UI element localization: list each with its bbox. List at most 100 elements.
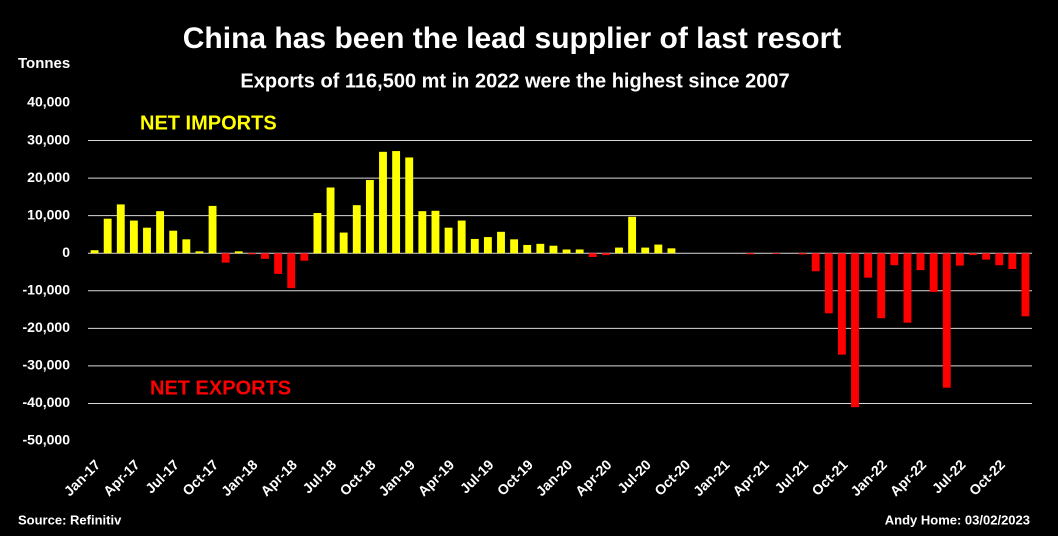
bar xyxy=(156,211,165,254)
bar xyxy=(510,239,519,254)
bar xyxy=(379,151,387,254)
x-tick-label: Oct-22 xyxy=(966,456,1008,498)
y-tick-label: -10,000 xyxy=(23,281,71,297)
bar xyxy=(890,253,899,266)
bar xyxy=(824,253,833,314)
bar xyxy=(916,253,925,271)
x-tick-label: Jul-18 xyxy=(299,456,339,496)
y-tick-label: 0 xyxy=(62,244,70,260)
bar xyxy=(575,249,584,254)
bar xyxy=(536,243,545,254)
y-axis-label: Tonnes xyxy=(18,55,70,72)
x-tick-label: Jan-18 xyxy=(218,456,261,499)
bar xyxy=(942,253,951,388)
bar xyxy=(955,253,964,266)
bar xyxy=(365,179,374,254)
bar xyxy=(418,211,427,254)
bar xyxy=(811,253,820,272)
bar xyxy=(182,239,191,254)
bar xyxy=(169,230,178,254)
bar xyxy=(667,248,676,254)
bar xyxy=(103,218,112,254)
bar xyxy=(195,251,204,254)
x-tick-label: Apr-22 xyxy=(887,456,930,499)
bar xyxy=(969,253,977,256)
bar xyxy=(90,250,99,254)
bar xyxy=(313,213,322,254)
bar xyxy=(1008,253,1017,269)
bar xyxy=(352,205,361,254)
bar xyxy=(247,253,256,255)
bar xyxy=(483,237,492,254)
bar xyxy=(497,231,505,254)
bar xyxy=(601,253,610,256)
chart-subtitle: Exports of 116,500 mt in 2022 were the h… xyxy=(240,70,789,92)
bar xyxy=(523,244,532,254)
bar xyxy=(772,253,781,254)
y-tick-label: -40,000 xyxy=(23,394,71,410)
bar xyxy=(234,251,243,254)
y-tick-label: 40,000 xyxy=(27,94,70,110)
bar xyxy=(431,210,440,254)
x-tick-label: Jul-20 xyxy=(614,456,654,496)
bar xyxy=(129,220,138,254)
y-tick-label: -50,000 xyxy=(23,432,71,448)
annotation: NET EXPORTS xyxy=(150,377,291,399)
y-tick-label: -20,000 xyxy=(23,319,71,335)
annotation: NET IMPORTS xyxy=(140,112,277,134)
bar xyxy=(300,253,309,261)
source: Source: Refinitiv xyxy=(18,512,122,527)
bar xyxy=(470,238,479,254)
bar xyxy=(339,232,348,254)
x-tick-label: Apr-17 xyxy=(100,456,143,499)
x-tick-label: Jul-22 xyxy=(929,456,969,496)
y-tick-label: -30,000 xyxy=(23,357,71,373)
bar xyxy=(549,245,558,254)
y-tick-label: 20,000 xyxy=(27,169,70,185)
bar xyxy=(628,216,637,254)
x-tick-label: Apr-20 xyxy=(572,456,615,499)
bar xyxy=(457,220,466,254)
x-tick-label: Apr-19 xyxy=(415,456,458,499)
x-tick-label: Oct-17 xyxy=(179,456,221,498)
x-tick-label: Jan-20 xyxy=(533,456,576,499)
bar xyxy=(982,253,991,260)
bar xyxy=(1021,253,1030,317)
bar xyxy=(837,253,846,355)
y-tick-label: 30,000 xyxy=(27,131,70,147)
bar xyxy=(654,244,663,254)
x-tick-label: Apr-18 xyxy=(257,456,300,499)
credit: Andy Home: 03/02/2023 xyxy=(885,512,1030,527)
x-tick-label: Jul-17 xyxy=(142,456,182,496)
x-tick-label: Oct-18 xyxy=(337,456,379,498)
x-tick-label: Jan-22 xyxy=(847,456,890,499)
x-tick-label: Jan-21 xyxy=(690,456,733,499)
bar xyxy=(274,253,283,274)
x-tick-label: Jul-21 xyxy=(771,456,811,496)
bar xyxy=(208,205,217,254)
bar xyxy=(143,227,151,254)
bar xyxy=(746,253,755,255)
bar xyxy=(261,253,269,259)
x-tick-label: Apr-21 xyxy=(729,456,772,499)
bar xyxy=(995,253,1004,266)
bar xyxy=(588,253,597,257)
bar xyxy=(903,253,912,323)
y-tick-label: 10,000 xyxy=(27,206,70,222)
bar xyxy=(392,151,401,254)
bar xyxy=(877,253,886,319)
x-tick-label: Jan-17 xyxy=(61,456,104,499)
x-tick-label: Oct-20 xyxy=(651,456,693,498)
bar xyxy=(326,187,335,254)
bar xyxy=(405,157,414,254)
chart-title: China has been the lead supplier of last… xyxy=(183,22,842,55)
x-tick-label: Jan-19 xyxy=(375,456,418,499)
bar xyxy=(929,253,938,292)
bar xyxy=(444,227,453,254)
x-tick-label: Oct-21 xyxy=(809,456,851,498)
bar xyxy=(615,247,623,254)
bar xyxy=(116,204,125,254)
bar xyxy=(641,247,650,254)
x-tick-label: Oct-19 xyxy=(494,456,536,498)
